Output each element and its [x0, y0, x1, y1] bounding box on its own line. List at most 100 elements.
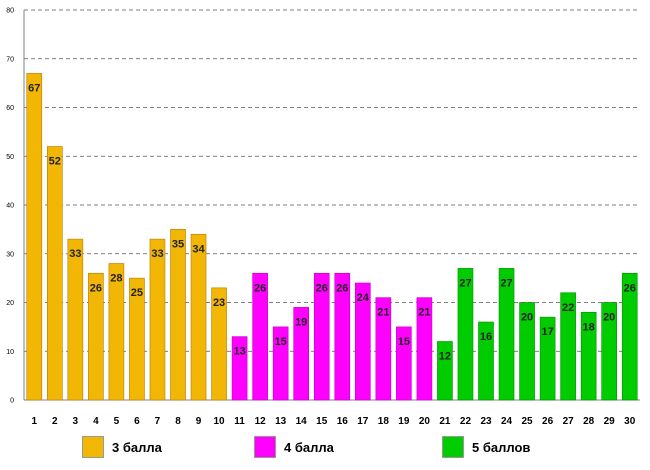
- x-tick-label-23: 23: [480, 416, 492, 427]
- data-label-14: 19: [295, 316, 307, 328]
- bar-5: [108, 263, 125, 401]
- bar-9: [190, 233, 207, 401]
- legend-swatch-4-balla: [254, 436, 276, 458]
- data-label-11: 13: [233, 346, 245, 358]
- x-tick-label-18: 18: [378, 416, 390, 427]
- x-tick-label-4: 4: [93, 416, 99, 427]
- legend-label-4-balla: 4 балла: [284, 439, 334, 455]
- x-tick-label-20: 20: [419, 416, 431, 427]
- x-tick-label-6: 6: [134, 416, 140, 427]
- x-tick-label-30: 30: [624, 416, 636, 427]
- bar-20: [416, 297, 433, 401]
- bar-15: [313, 272, 330, 401]
- data-label-8: 35: [172, 238, 184, 250]
- grid-lines: [24, 9, 640, 352]
- data-label-10: 23: [213, 297, 225, 309]
- bar-24: [498, 268, 515, 401]
- x-tick-label-27: 27: [563, 416, 575, 427]
- bar-3: [67, 238, 84, 401]
- x-tick-label-5: 5: [114, 416, 120, 427]
- data-label-25: 20: [521, 312, 533, 324]
- x-tick-label-7: 7: [155, 416, 161, 427]
- bar-19: [396, 326, 412, 401]
- x-tick-label-28: 28: [583, 416, 595, 427]
- bar-29: [601, 302, 618, 401]
- x-tick-label-16: 16: [337, 416, 349, 427]
- data-label-20: 21: [418, 307, 430, 319]
- x-tick-label-21: 21: [439, 416, 451, 427]
- bar-1: [26, 73, 43, 401]
- bar-8: [170, 229, 186, 401]
- data-label-17: 24: [357, 292, 370, 304]
- data-label-28: 18: [583, 321, 595, 333]
- x-tick-label-14: 14: [296, 416, 308, 427]
- x-tick-label-3: 3: [73, 416, 79, 427]
- bar-27: [560, 292, 576, 401]
- x-tick-label-15: 15: [316, 416, 328, 427]
- legend-item-3-balla: 3 балла: [82, 434, 162, 460]
- data-label-2: 52: [49, 156, 61, 168]
- x-tick-label-19: 19: [398, 416, 410, 427]
- data-label-22: 27: [459, 277, 471, 289]
- bar-13: [272, 326, 289, 401]
- bar-30: [621, 272, 638, 401]
- bar-28: [580, 311, 597, 401]
- data-label-13: 15: [275, 336, 287, 348]
- data-label-5: 28: [110, 273, 122, 285]
- bar-2: [46, 146, 63, 401]
- data-label-30: 26: [624, 282, 636, 294]
- data-label-1: 67: [28, 82, 40, 94]
- bar-10: [211, 287, 227, 401]
- data-label-15: 26: [316, 282, 328, 294]
- data-labels: 67 52 33 26 28 25 33 35 34 23 13 26 15 19 26 26 24 21 15 21…: [28, 82, 636, 362]
- bar-22: [457, 268, 474, 401]
- data-label-16: 26: [336, 282, 348, 294]
- data-label-29: 20: [603, 312, 615, 324]
- bar-18: [375, 297, 392, 401]
- y-tick-label: 40: [6, 203, 14, 210]
- legend-swatch-5-ballov: [442, 436, 464, 458]
- y-tick-label: 10: [6, 349, 14, 356]
- data-label-4: 26: [90, 282, 102, 294]
- bar-6: [129, 277, 145, 401]
- x-tick-label-26: 26: [542, 416, 554, 427]
- bar-23: [478, 321, 494, 401]
- y-tick-label: 30: [6, 251, 14, 258]
- bar-17: [354, 282, 371, 401]
- data-label-7: 33: [151, 248, 163, 260]
- data-label-3: 33: [69, 248, 81, 260]
- y-tick-labels: 0 10 20 30 40 50 60 70 80: [6, 8, 14, 405]
- x-tick-label-10: 10: [214, 416, 226, 427]
- bar-26: [539, 316, 556, 401]
- legend-item-5-ballov: 5 баллов: [442, 434, 530, 460]
- y-tick-label: 80: [6, 8, 14, 15]
- x-tick-label-17: 17: [357, 416, 369, 427]
- y-tick-label: 20: [6, 300, 14, 307]
- bar-7: [149, 238, 166, 401]
- x-tick-label-12: 12: [255, 416, 267, 427]
- x-tick-label-24: 24: [501, 416, 513, 427]
- y-tick-label: 70: [6, 56, 14, 63]
- y-tick-label: 50: [6, 154, 14, 161]
- data-label-12: 26: [254, 282, 266, 294]
- y-tick-label: 0: [10, 398, 14, 405]
- data-label-26: 17: [541, 326, 553, 338]
- y-tick-label: 60: [6, 105, 14, 112]
- legend-item-4-balla: 4 балла: [254, 434, 334, 460]
- legend-swatch-3-balla: [82, 436, 104, 458]
- x-tick-label-13: 13: [275, 416, 287, 427]
- data-label-24: 27: [500, 277, 512, 289]
- x-tick-label-22: 22: [460, 416, 472, 427]
- x-tick-label-1: 1: [31, 416, 37, 427]
- bar-25: [519, 302, 535, 401]
- x-tick-label-25: 25: [522, 416, 534, 427]
- data-label-23: 16: [480, 331, 492, 343]
- data-label-18: 21: [377, 307, 389, 319]
- bar-21: [437, 341, 453, 401]
- data-label-27: 22: [562, 302, 574, 314]
- data-label-6: 25: [131, 287, 143, 299]
- bar-14: [293, 307, 310, 401]
- data-label-9: 34: [192, 243, 205, 255]
- x-tick-label-2: 2: [52, 416, 58, 427]
